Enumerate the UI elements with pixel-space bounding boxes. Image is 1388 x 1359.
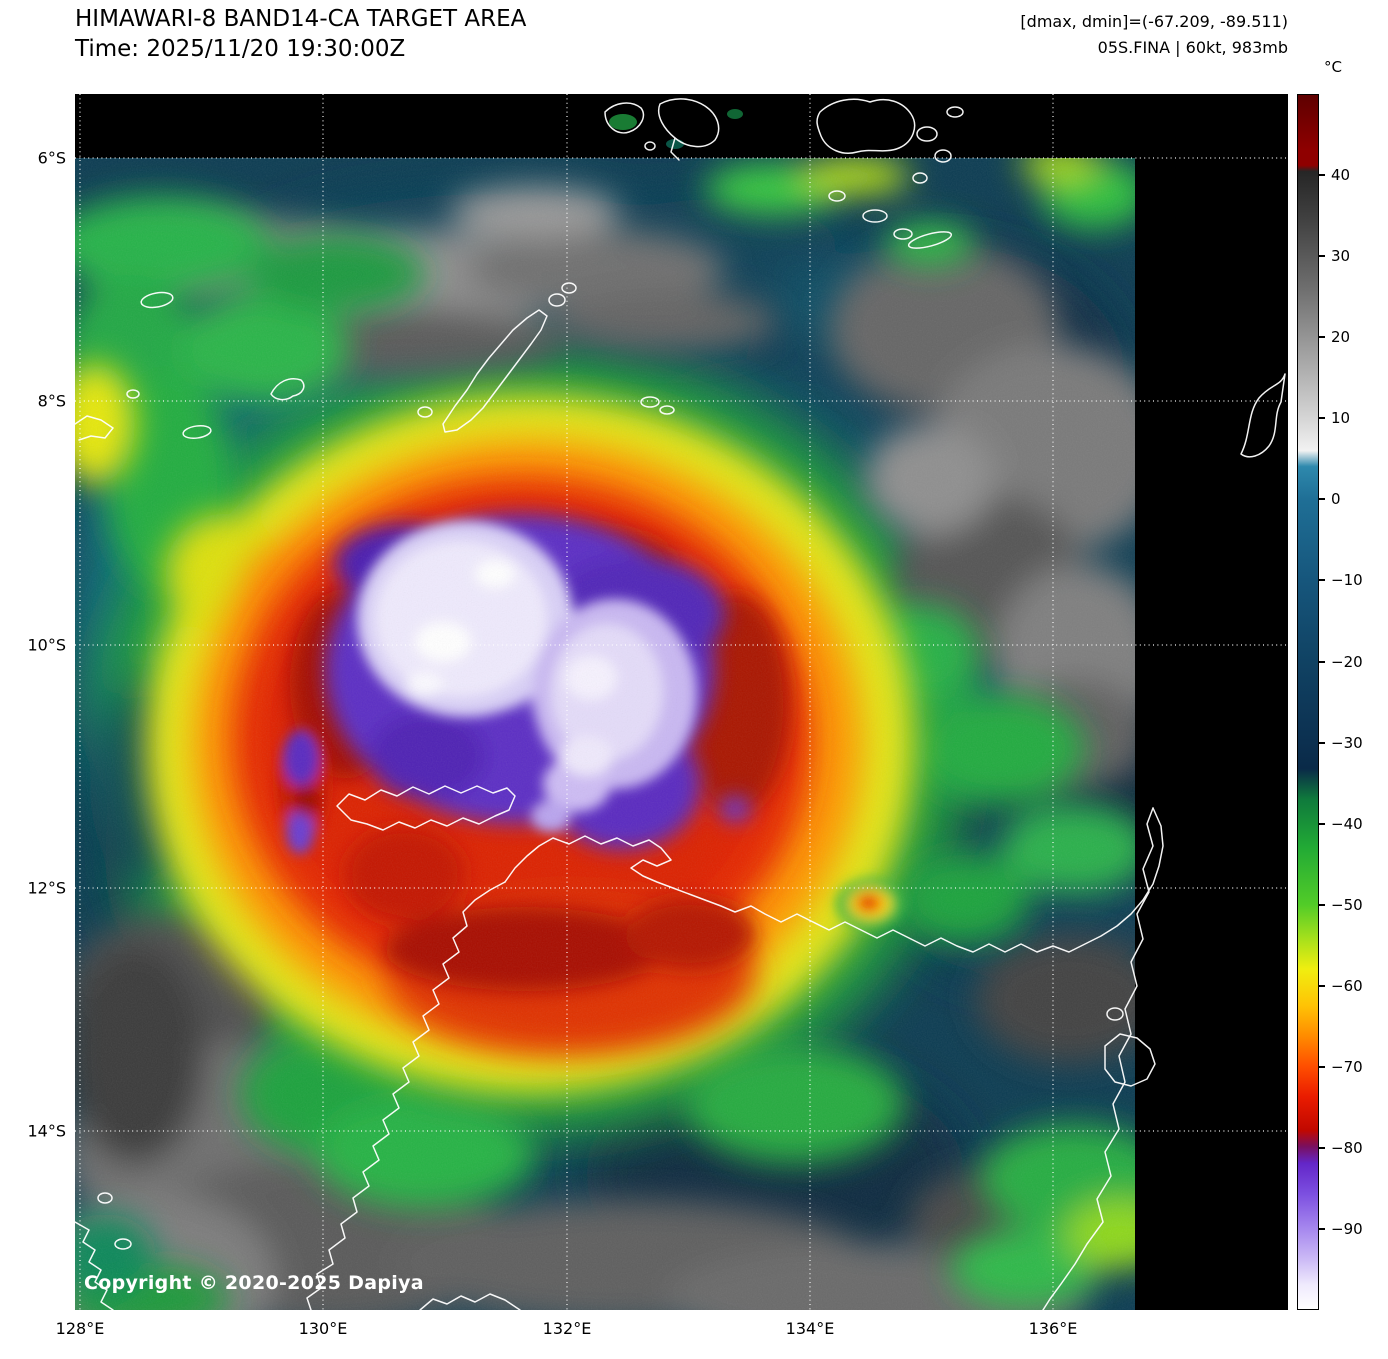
- lat-tick-label: 6°S: [37, 148, 66, 168]
- colorbar-tick-mark: [1319, 336, 1325, 339]
- colorbar-tick-label: −80: [1331, 1138, 1363, 1157]
- lat-tick-label: 10°S: [27, 635, 66, 655]
- colorbar-tick-label: 40: [1331, 166, 1351, 185]
- lat-tick-label: 14°S: [27, 1121, 66, 1141]
- timestamp: Time: 2025/11/20 19:30:00Z: [75, 36, 406, 62]
- colorbar-tick-label: −20: [1331, 652, 1363, 671]
- colorbar-tick-label: −70: [1331, 1057, 1363, 1076]
- colorbar-tick-label: 30: [1331, 247, 1351, 266]
- colorbar-tick-label: 0: [1331, 490, 1341, 509]
- colorbar-tick-label: −90: [1331, 1220, 1363, 1238]
- colorbar-tick-label: −30: [1331, 733, 1363, 752]
- lat-tick-label: 8°S: [37, 391, 66, 411]
- colorbar-tick-mark: [1319, 255, 1325, 258]
- colorbar-tick-label: −10: [1331, 571, 1363, 590]
- colorbar-tick-label: −50: [1331, 895, 1363, 914]
- lon-tick-label: 130°E: [298, 1319, 348, 1338]
- imagery-specks: [609, 109, 743, 149]
- figure-title: HIMAWARI-8 BAND14-CA TARGET AREA: [75, 6, 527, 32]
- colorbar-tick-mark: [1319, 660, 1325, 663]
- colorbar-tick-mark: [1319, 1228, 1325, 1230]
- colorbar-tick-mark: [1319, 579, 1325, 582]
- colorbar-tick-label: 20: [1331, 328, 1351, 347]
- satellite-imagery-svg: [75, 94, 1288, 1310]
- colorbar-tick-label: −60: [1331, 976, 1363, 995]
- colorbar-gradient: [1297, 94, 1319, 1310]
- lon-tick-label: 136°E: [1028, 1319, 1078, 1338]
- map-plot-area: [75, 94, 1288, 1310]
- colorbar-tick-mark: [1319, 417, 1325, 420]
- colorbar-tick-label: 10: [1331, 409, 1351, 428]
- colorbar-tick-mark: [1319, 498, 1325, 501]
- lon-tick-label: 132°E: [542, 1319, 592, 1338]
- copyright-watermark: Copyright © 2020-2025 Dapiya: [84, 1272, 424, 1294]
- colorbar-tick-mark: [1319, 984, 1325, 987]
- imagery-layer: [75, 158, 1135, 1310]
- colorbar-unit-label: °C: [1324, 58, 1342, 76]
- storm-info: 05S.FINA | 60kt, 983mb: [1097, 38, 1288, 57]
- dmax-dmin-readout: [dmax, dmin]=(-67.209, -89.511): [1020, 12, 1288, 31]
- gridline-layer: [75, 94, 1288, 1310]
- colorbar-tick-mark: [1319, 1065, 1325, 1068]
- lon-tick-label: 134°E: [785, 1319, 835, 1338]
- coastline-layer: [75, 98, 1286, 1310]
- lat-tick-label: 12°S: [27, 878, 66, 898]
- colorbar-tick-mark: [1319, 1146, 1325, 1149]
- colorbar-tick-label: −40: [1331, 814, 1363, 833]
- colorbar-tick-mark: [1319, 903, 1325, 906]
- lon-tick-label: 128°E: [55, 1319, 105, 1338]
- colorbar-tick-mark: [1319, 741, 1325, 744]
- colorbar-tick-mark: [1319, 174, 1325, 177]
- colorbar-tick-mark: [1319, 822, 1325, 825]
